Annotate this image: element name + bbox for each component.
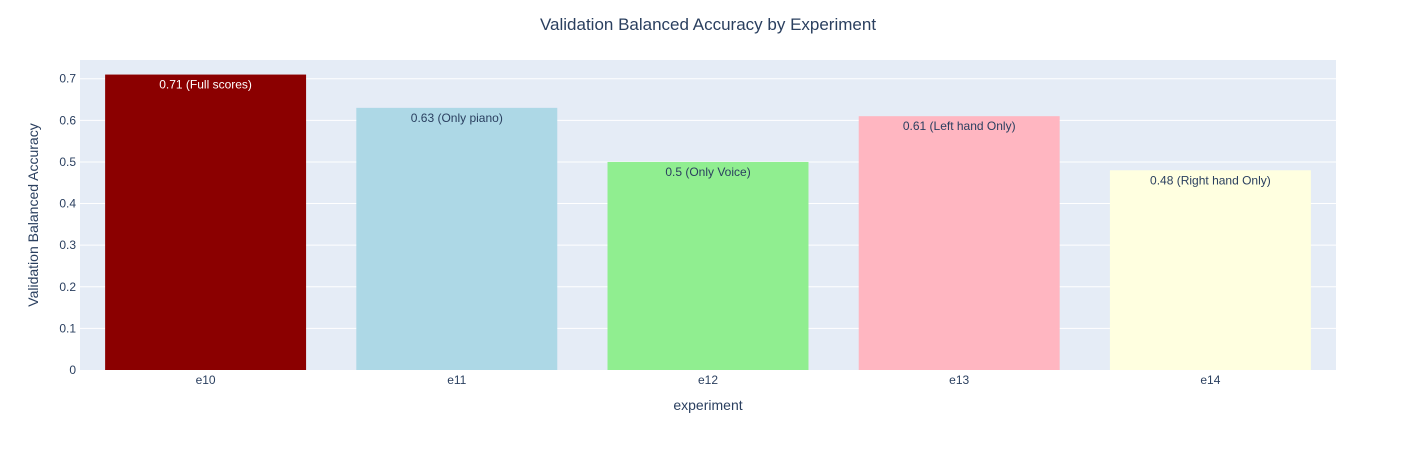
y-tick-label: 0 [69,363,76,377]
bar-e14 [1109,170,1311,370]
y-tick-label: 0.7 [59,72,76,86]
x-axis-ticks: e10 e11 e12 e13 e14 [196,373,1221,387]
bars: 0.71 (Full scores) 0.63 (Only piano) 0.5 (… [105,74,1311,371]
bar-e10 [105,74,307,371]
chart-title: Validation Balanced Accuracy by Experime… [540,15,876,34]
bar-e13 [858,116,1060,370]
y-tick-label: 0.5 [59,155,76,169]
bar-data-label: 0.48 (Right hand Only) [1150,173,1271,187]
y-tick-label: 0.2 [59,280,76,294]
bar-data-label: 0.5 (Only Voice) [665,165,750,179]
y-tick-label: 0.1 [59,321,76,335]
y-axis-ticks: 0 0.1 0.2 0.3 0.4 0.5 0.6 0.7 [59,72,76,377]
bar-e12 [607,161,809,370]
y-axis-title: Validation Balanced Accuracy [25,123,41,306]
x-tick-label: e11 [447,373,466,387]
x-tick-label: e10 [196,373,216,387]
bar-e11 [356,107,558,370]
x-tick-label: e13 [949,373,969,387]
y-tick-label: 0.6 [59,113,76,127]
y-tick-label: 0.4 [59,197,76,211]
y-tick-label: 0.3 [59,238,76,252]
bar-data-label: 0.63 (Only piano) [411,111,503,125]
bar-data-label: 0.71 (Full scores) [159,78,252,92]
x-tick-label: e12 [698,373,718,387]
bar-data-label: 0.61 (Left hand Only) [903,119,1016,133]
x-tick-label: e14 [1200,373,1220,387]
x-axis-title: experiment [673,397,742,413]
